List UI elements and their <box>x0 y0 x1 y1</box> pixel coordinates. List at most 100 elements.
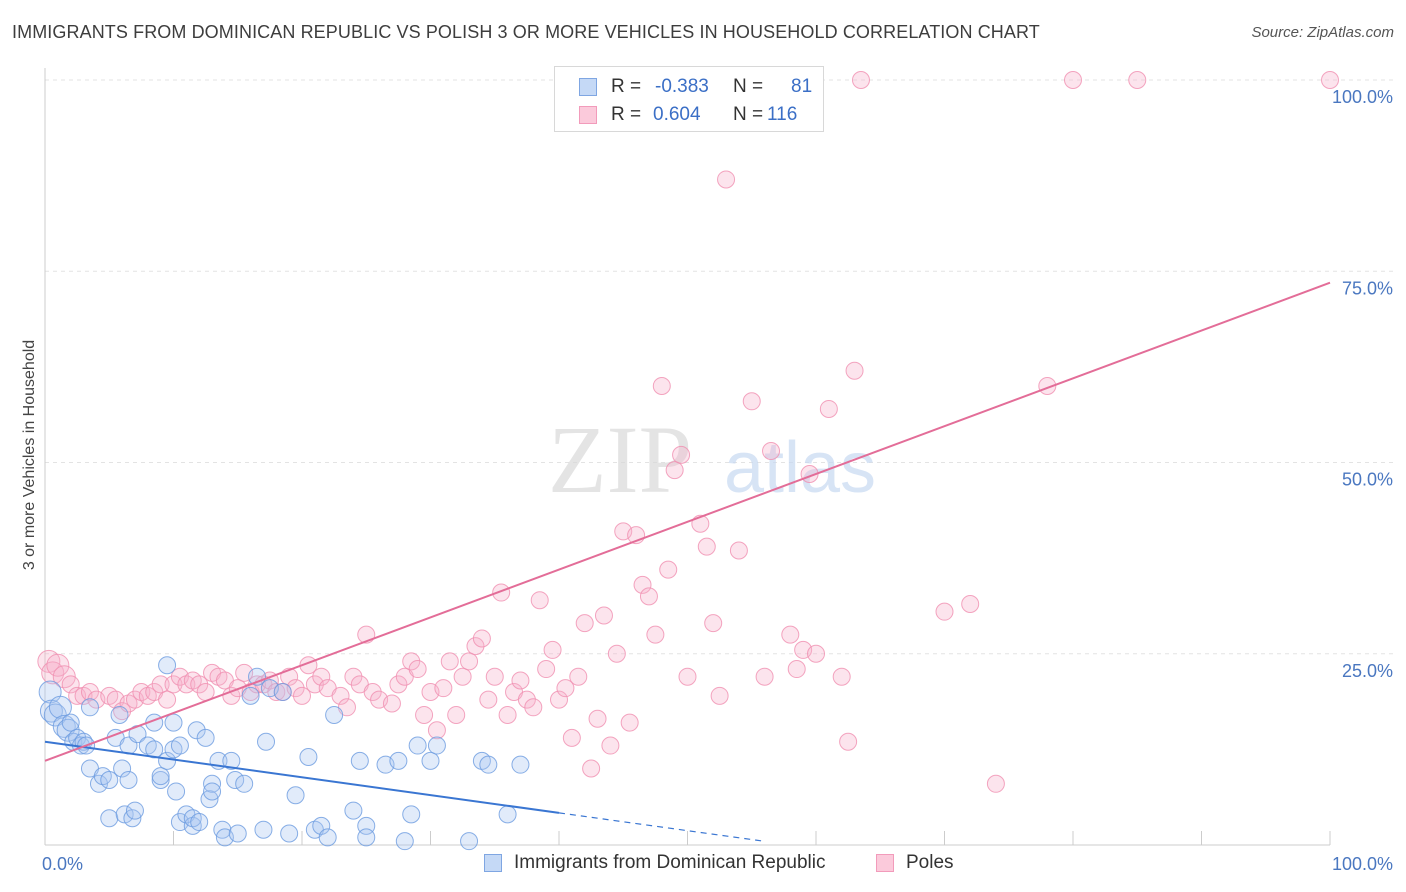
dominican-point-76 <box>408 736 427 755</box>
poles-point-28 <box>222 686 241 705</box>
trend-line-dominican-extension <box>558 812 765 842</box>
watermark-zip: ZIP <box>548 406 692 513</box>
poles-point-67 <box>485 667 504 686</box>
dominican-point-78 <box>427 736 446 755</box>
poles-point-39 <box>293 686 311 705</box>
poles-point-46 <box>344 667 363 686</box>
poles-point-123 <box>1128 71 1147 89</box>
dominican-point-63 <box>299 748 318 767</box>
poles-point-44 <box>331 686 350 705</box>
poles-point-84 <box>594 606 613 625</box>
poles-point-82 <box>582 759 601 778</box>
poles-point-68 <box>492 583 511 602</box>
dominican-point-20 <box>113 759 132 778</box>
poles-point-114 <box>832 667 851 686</box>
poles-point-81 <box>575 614 594 633</box>
poles-point-75 <box>537 660 556 679</box>
dominican-point-54 <box>235 774 254 793</box>
legend-n-label: N = <box>733 76 764 97</box>
poles-point-90 <box>633 575 652 594</box>
poles-point-106 <box>762 442 781 461</box>
dominican-point-31 <box>151 767 170 786</box>
poles-point-54 <box>402 652 421 671</box>
poles-point-55 <box>408 660 427 679</box>
poles-point-105 <box>755 667 774 686</box>
legend-n-value-dominican: 81 <box>791 76 813 97</box>
poles-points <box>37 71 1339 793</box>
dominican-point-25 <box>125 801 144 820</box>
dominican-point-83 <box>511 755 530 774</box>
legend-row-poles: R = 0.604 N = 116 <box>555 100 823 130</box>
watermark-atlas: atlas <box>724 428 876 508</box>
poles-point-49 <box>363 683 382 701</box>
dominican-point-12 <box>80 698 99 717</box>
legend-r-value-dominican: -0.383 <box>655 76 709 97</box>
poles-point-86 <box>607 644 626 663</box>
poles-point-79 <box>562 728 581 747</box>
poles-point-91 <box>639 587 658 606</box>
dominican-point-68 <box>344 801 363 820</box>
dominican-point-17 <box>100 809 119 828</box>
poles-point-102 <box>717 170 736 189</box>
dominican-points <box>38 656 530 851</box>
poles-point-4 <box>61 675 80 694</box>
dominican-point-79 <box>460 832 479 851</box>
bottom-legend-swatch-poles <box>876 854 894 872</box>
watermark: ZIP atlas <box>548 406 876 513</box>
trend-line-dominican <box>44 740 560 814</box>
dominican-point-53 <box>228 824 247 843</box>
dominican-point-36 <box>167 782 186 801</box>
poles-point-93 <box>652 377 671 395</box>
dominican-point-73 <box>389 751 408 770</box>
poles-point-112 <box>807 644 825 663</box>
poles-point-52 <box>389 675 408 694</box>
y-tick-label-2: 75.0% <box>1342 278 1393 298</box>
legend-swatch-dominican <box>579 78 597 96</box>
bottom-legend-swatch-dominican <box>484 854 502 872</box>
poles-point-108 <box>781 625 800 644</box>
legend-r-value-poles: 0.604 <box>653 104 701 125</box>
dominican-point-58 <box>257 732 276 751</box>
poles-point-122 <box>1064 71 1082 89</box>
source-label: Source: ZipAtlas.com <box>1251 24 1394 41</box>
poles-point-104 <box>742 392 761 411</box>
dominican-point-81 <box>479 755 498 774</box>
x-tick-label-max: 100.0% <box>1332 854 1393 874</box>
y-tick-label-3: 100.0% <box>1332 87 1393 107</box>
poles-point-7 <box>80 683 99 701</box>
poles-point-97 <box>678 667 697 686</box>
poles-point-96 <box>672 445 691 464</box>
poles-point-100 <box>704 614 723 633</box>
dominican-point-46 <box>203 774 222 793</box>
dominican-point-62 <box>286 786 305 805</box>
poles-point-63 <box>460 652 479 671</box>
poles-point-109 <box>787 660 806 679</box>
dominican-point-33 <box>158 656 177 675</box>
dominican-point-66 <box>318 828 337 847</box>
dominican-point-67 <box>325 705 344 724</box>
poles-point-17 <box>151 675 170 694</box>
poles-point-61 <box>447 705 466 724</box>
poles-point-92 <box>646 625 665 644</box>
poles-point-101 <box>710 686 729 705</box>
chart-title: IMMIGRANTS FROM DOMINICAN REPUBLIC VS PO… <box>12 22 1040 42</box>
poles-point-42 <box>312 667 331 686</box>
poles-point-80 <box>569 667 588 686</box>
dominican-point-47 <box>203 782 222 801</box>
dominican-point-55 <box>241 686 260 705</box>
poles-point-71 <box>511 671 530 690</box>
poles-point-120 <box>986 774 1005 793</box>
dominican-point-32 <box>158 751 177 770</box>
dominican-point-77 <box>421 751 440 770</box>
legend-n-value-poles: 116 <box>767 104 798 125</box>
poles-point-18 <box>158 690 177 709</box>
dominican-point-65 <box>312 816 331 835</box>
dominican-point-61 <box>280 824 299 843</box>
dominican-point-44 <box>196 728 215 747</box>
dominican-point-74 <box>395 832 414 851</box>
poles-point-117 <box>851 71 870 89</box>
dominican-point-57 <box>254 820 273 839</box>
dominican-point-28 <box>145 740 164 759</box>
poles-point-76 <box>543 640 562 659</box>
